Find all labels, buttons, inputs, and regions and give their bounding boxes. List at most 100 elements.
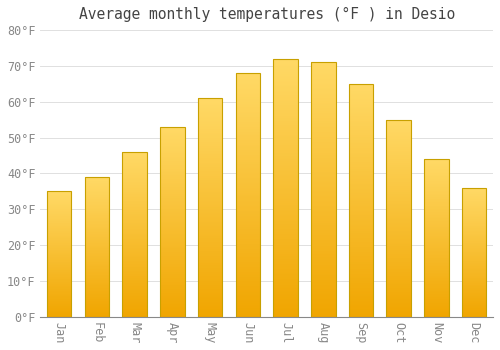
Bar xyxy=(386,166,411,167)
Bar xyxy=(84,304,109,305)
Bar xyxy=(84,261,109,262)
Bar xyxy=(198,128,222,129)
Bar xyxy=(311,308,336,309)
Bar xyxy=(84,237,109,238)
Bar xyxy=(424,268,448,269)
Bar xyxy=(386,259,411,260)
Bar xyxy=(236,142,260,144)
Bar xyxy=(311,149,336,150)
Bar xyxy=(274,63,298,64)
Bar xyxy=(160,195,184,196)
Bar xyxy=(348,253,374,254)
Bar xyxy=(462,314,486,315)
Bar xyxy=(198,127,222,128)
Bar xyxy=(386,126,411,127)
Bar xyxy=(47,263,72,264)
Bar xyxy=(348,103,374,104)
Bar xyxy=(348,234,374,235)
Bar xyxy=(348,218,374,219)
Bar xyxy=(236,156,260,157)
Bar xyxy=(311,141,336,142)
Bar xyxy=(122,186,147,187)
Bar xyxy=(462,237,486,238)
Bar xyxy=(160,188,184,189)
Bar xyxy=(348,136,374,138)
Bar xyxy=(198,281,222,282)
Bar xyxy=(122,216,147,217)
Bar xyxy=(160,173,184,174)
Bar xyxy=(198,237,222,238)
Bar xyxy=(122,279,147,280)
Bar xyxy=(47,236,72,237)
Bar xyxy=(386,281,411,282)
Bar xyxy=(274,256,298,258)
Bar xyxy=(311,132,336,134)
Bar xyxy=(311,216,336,218)
Bar xyxy=(462,246,486,247)
Bar xyxy=(462,202,486,203)
Bar xyxy=(424,168,448,169)
Bar xyxy=(47,243,72,244)
Bar xyxy=(236,164,260,166)
Bar xyxy=(47,205,72,206)
Bar xyxy=(160,303,184,304)
Bar xyxy=(160,203,184,204)
Bar xyxy=(198,142,222,143)
Bar xyxy=(311,96,336,97)
Bar xyxy=(386,306,411,307)
Bar xyxy=(198,258,222,259)
Bar xyxy=(236,238,260,239)
Bar xyxy=(274,314,298,316)
Bar xyxy=(47,235,72,236)
Bar xyxy=(462,280,486,281)
Bar xyxy=(47,294,72,295)
Bar xyxy=(84,202,109,203)
Bar xyxy=(424,182,448,183)
Bar xyxy=(198,295,222,296)
Bar xyxy=(274,309,298,310)
Bar xyxy=(47,191,72,192)
Bar xyxy=(348,284,374,285)
Bar xyxy=(462,228,486,229)
Bar xyxy=(84,289,109,290)
Bar xyxy=(84,310,109,311)
Bar xyxy=(160,199,184,200)
Bar xyxy=(311,237,336,238)
Bar xyxy=(160,240,184,241)
Bar xyxy=(348,268,374,269)
Bar xyxy=(236,147,260,149)
Bar xyxy=(348,94,374,96)
Bar xyxy=(386,224,411,225)
Bar xyxy=(386,289,411,290)
Bar xyxy=(424,161,448,162)
Bar xyxy=(160,253,184,254)
Bar xyxy=(198,252,222,253)
Bar xyxy=(122,234,147,235)
Bar xyxy=(311,160,336,162)
Bar xyxy=(462,298,486,299)
Bar xyxy=(311,194,336,195)
Bar xyxy=(160,136,184,137)
Bar xyxy=(236,169,260,170)
Bar xyxy=(311,244,336,246)
Bar xyxy=(462,271,486,272)
Bar xyxy=(274,118,298,119)
Bar xyxy=(122,312,147,313)
Bar xyxy=(236,285,260,286)
Bar xyxy=(198,106,222,107)
Bar xyxy=(462,192,486,193)
Bar xyxy=(122,233,147,235)
Bar xyxy=(198,183,222,184)
Bar xyxy=(236,182,260,183)
Bar xyxy=(386,168,411,169)
Bar xyxy=(160,252,184,253)
Bar xyxy=(424,246,448,247)
Bar xyxy=(424,218,448,219)
Bar xyxy=(462,286,486,287)
Bar xyxy=(311,163,336,164)
Bar xyxy=(311,296,336,298)
Bar xyxy=(198,301,222,303)
Bar xyxy=(122,229,147,230)
Bar xyxy=(462,252,486,253)
Bar xyxy=(84,182,109,183)
